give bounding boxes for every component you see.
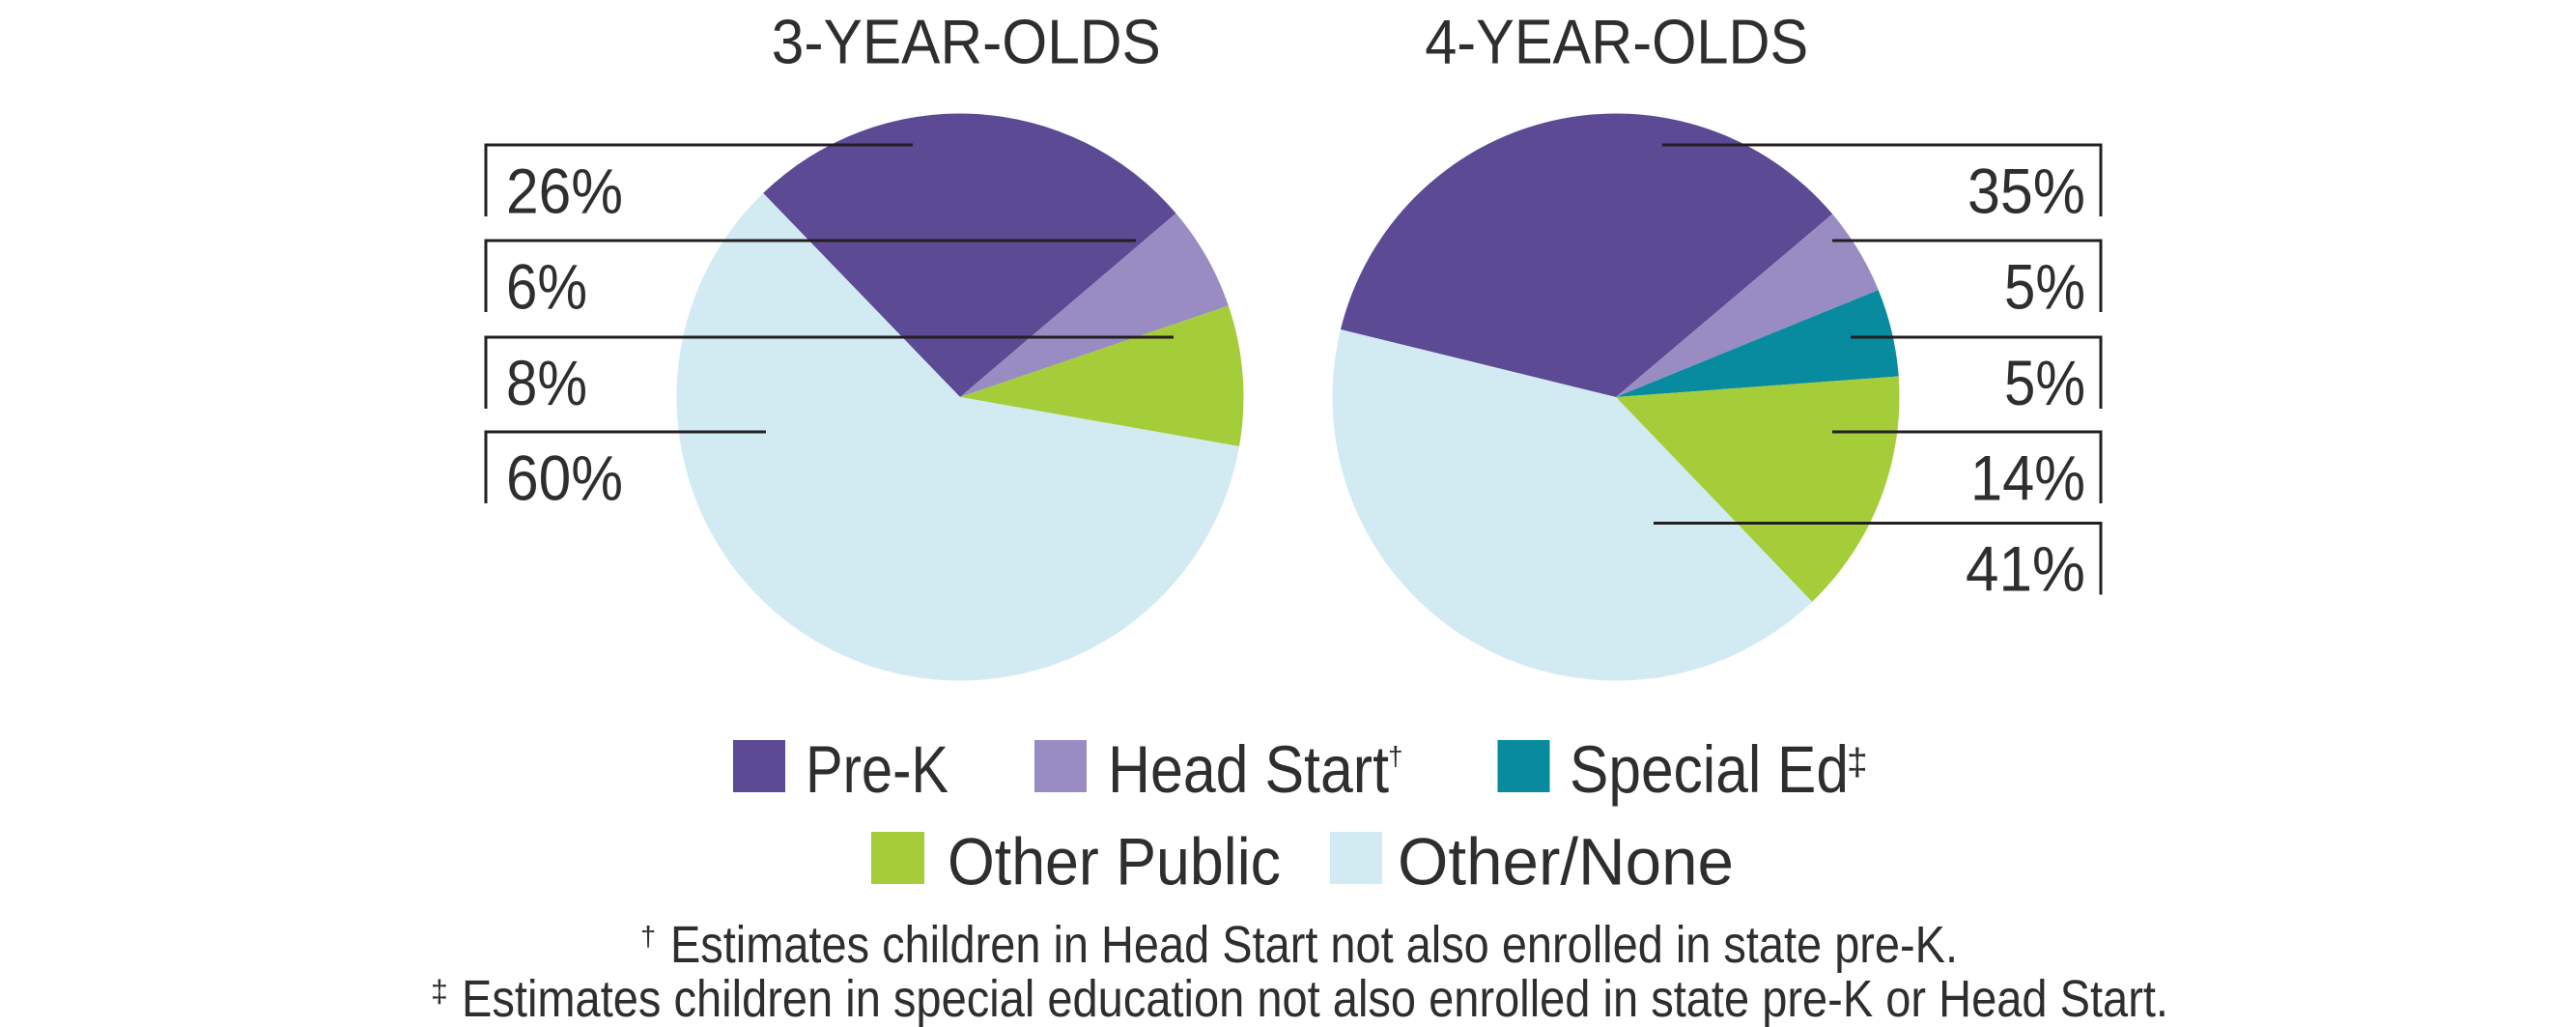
svg-text:35%: 35% — [1967, 155, 2085, 226]
svg-text:Estimates children in special: Estimates children in special education … — [462, 970, 2168, 1027]
svg-text:‡: ‡ — [431, 974, 448, 1009]
svg-text:60%: 60% — [506, 442, 623, 513]
svg-text:4-YEAR-OLDS: 4-YEAR-OLDS — [1425, 7, 1808, 77]
svg-text:Head Start: Head Start — [1108, 732, 1389, 807]
svg-text:Other/None: Other/None — [1398, 825, 1734, 899]
svg-text:5%: 5% — [2004, 250, 2085, 322]
svg-text:Pre-K: Pre-K — [806, 732, 948, 807]
svg-text:Estimates children in Head Sta: Estimates children in Head Start not als… — [670, 916, 1958, 974]
svg-text:14%: 14% — [1970, 442, 2085, 513]
svg-text:26%: 26% — [506, 155, 623, 226]
svg-text:Other Public: Other Public — [948, 825, 1281, 899]
svg-text:8%: 8% — [506, 347, 587, 418]
svg-text:†: † — [1388, 741, 1403, 771]
svg-text:5%: 5% — [2004, 347, 2085, 418]
svg-text:6%: 6% — [506, 250, 587, 322]
svg-text:‡: ‡ — [1847, 742, 1868, 784]
svg-text:41%: 41% — [1966, 533, 2085, 605]
svg-text:3-YEAR-OLDS: 3-YEAR-OLDS — [772, 7, 1161, 77]
svg-text:Special Ed: Special Ed — [1570, 732, 1849, 807]
svg-text:†: † — [640, 922, 656, 953]
